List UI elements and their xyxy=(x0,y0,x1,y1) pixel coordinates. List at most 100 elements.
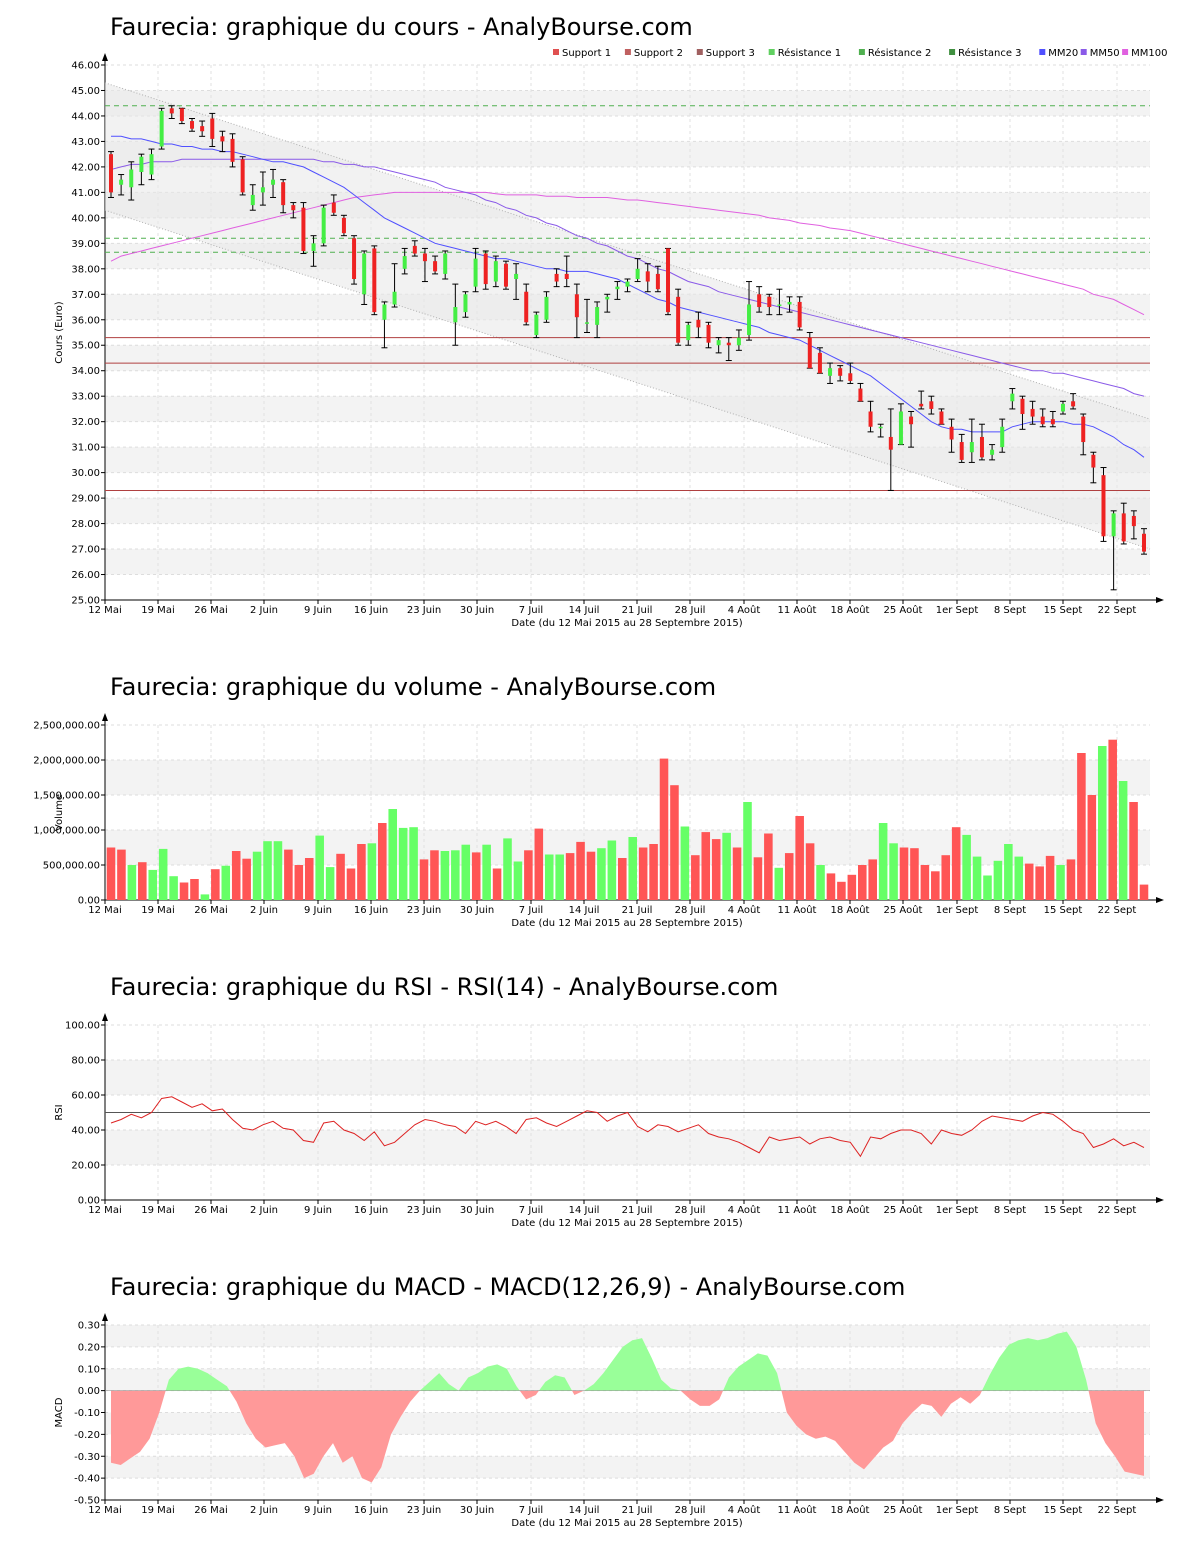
candle xyxy=(857,382,864,402)
macd-negative-area xyxy=(680,1390,724,1406)
volume-bar xyxy=(482,844,491,900)
candle-body xyxy=(716,340,721,346)
candle xyxy=(786,296,793,313)
volume-bar xyxy=(221,865,231,900)
candle xyxy=(1100,467,1107,542)
candle-body xyxy=(979,436,984,458)
candle xyxy=(1009,388,1016,410)
candle xyxy=(1110,510,1117,591)
x-tick-label: 4 Août xyxy=(728,604,761,616)
candle xyxy=(168,105,175,119)
volume-bar xyxy=(451,850,460,900)
volume-bar xyxy=(304,858,314,900)
x-tick-label: 16 Juin xyxy=(354,905,388,916)
y-axis-label: Cours (Euro) xyxy=(54,301,65,364)
volume-bar xyxy=(544,854,554,900)
mm50-line xyxy=(110,158,1145,397)
y-tick-label: -0.40 xyxy=(74,1474,100,1485)
candle xyxy=(958,433,965,463)
candle xyxy=(502,260,509,290)
volume-bar xyxy=(680,826,690,900)
candle xyxy=(462,291,469,318)
candle xyxy=(239,156,246,196)
volume-bar xyxy=(471,852,481,900)
chart-title: Faurecia: graphique du volume - AnalyBou… xyxy=(110,673,716,701)
candle-body xyxy=(362,253,367,295)
candle-body xyxy=(605,296,610,300)
candle xyxy=(887,408,894,491)
volume-bar xyxy=(659,758,669,900)
volume-bar xyxy=(764,833,773,900)
candle-body xyxy=(453,307,458,323)
candle xyxy=(715,337,722,354)
volume-bar xyxy=(565,853,575,900)
legend-swatch xyxy=(553,49,559,55)
candle xyxy=(968,418,975,463)
y-tick-label: 100.00 xyxy=(65,1021,100,1032)
candle xyxy=(837,365,844,382)
candle xyxy=(452,283,459,346)
candle-body xyxy=(230,138,235,162)
candle-body xyxy=(169,108,174,114)
legend-swatch xyxy=(1080,49,1087,55)
candle-body xyxy=(949,426,954,440)
candle-body xyxy=(919,403,924,407)
trend-line-lower xyxy=(104,209,1151,550)
volume-bar xyxy=(117,849,126,900)
candle xyxy=(928,395,935,415)
candle-body xyxy=(564,273,569,279)
candle-body xyxy=(828,368,833,376)
x-tick-label: 21 Juil xyxy=(622,605,653,616)
candle xyxy=(705,321,712,349)
candle-body xyxy=(503,263,508,287)
volume-bar xyxy=(732,847,742,900)
candle xyxy=(918,390,925,410)
volume-bar xyxy=(837,881,846,900)
volume-bar xyxy=(972,856,982,900)
y-tick-label: -0.30 xyxy=(74,1452,100,1463)
candle xyxy=(290,202,297,219)
x-tick-label: 26 Mai xyxy=(194,1205,227,1216)
candle-body xyxy=(584,322,589,324)
volume-bar xyxy=(492,868,502,900)
candle xyxy=(138,153,145,186)
candle-body xyxy=(392,291,397,305)
volume-bar xyxy=(106,847,116,900)
candle xyxy=(614,281,621,300)
chart-title: Faurecia: graphique du MACD - MACD(12,26… xyxy=(110,1273,905,1301)
volume-bar xyxy=(576,841,585,900)
candle xyxy=(199,120,206,137)
volume-bar xyxy=(607,840,617,900)
candle xyxy=(654,265,661,293)
candle xyxy=(1130,510,1137,540)
candle-body xyxy=(250,194,255,206)
y-tick-label: 36.00 xyxy=(71,315,100,326)
volume-bar xyxy=(555,854,564,900)
volume-bar xyxy=(816,865,825,900)
volume-bar xyxy=(586,851,596,900)
candle-body xyxy=(888,436,893,450)
legend-swatch xyxy=(696,49,703,55)
candle-body xyxy=(271,179,276,185)
candle-body xyxy=(473,258,478,287)
volume-bar xyxy=(847,874,857,900)
candle-body xyxy=(220,136,225,142)
grid-band xyxy=(105,830,1150,865)
candle-body xyxy=(1020,398,1025,415)
candle xyxy=(746,281,753,341)
x-tick-label: 11 Août xyxy=(778,1204,817,1216)
candle xyxy=(1019,395,1026,430)
candle-body xyxy=(1101,475,1106,537)
candle-body xyxy=(635,268,640,279)
y-tick-label: 35.00 xyxy=(71,341,100,352)
volume-bar xyxy=(784,853,794,900)
legend-label: Support 2 xyxy=(634,48,683,59)
macd-negative-area xyxy=(111,1390,166,1465)
candle xyxy=(391,263,398,308)
candle-body xyxy=(797,301,802,328)
x-tick-label: 18 Août xyxy=(831,604,870,616)
chart-title: Faurecia: graphique du cours - AnalyBour… xyxy=(110,13,693,41)
candle xyxy=(178,107,185,125)
candle-body xyxy=(1040,416,1045,425)
